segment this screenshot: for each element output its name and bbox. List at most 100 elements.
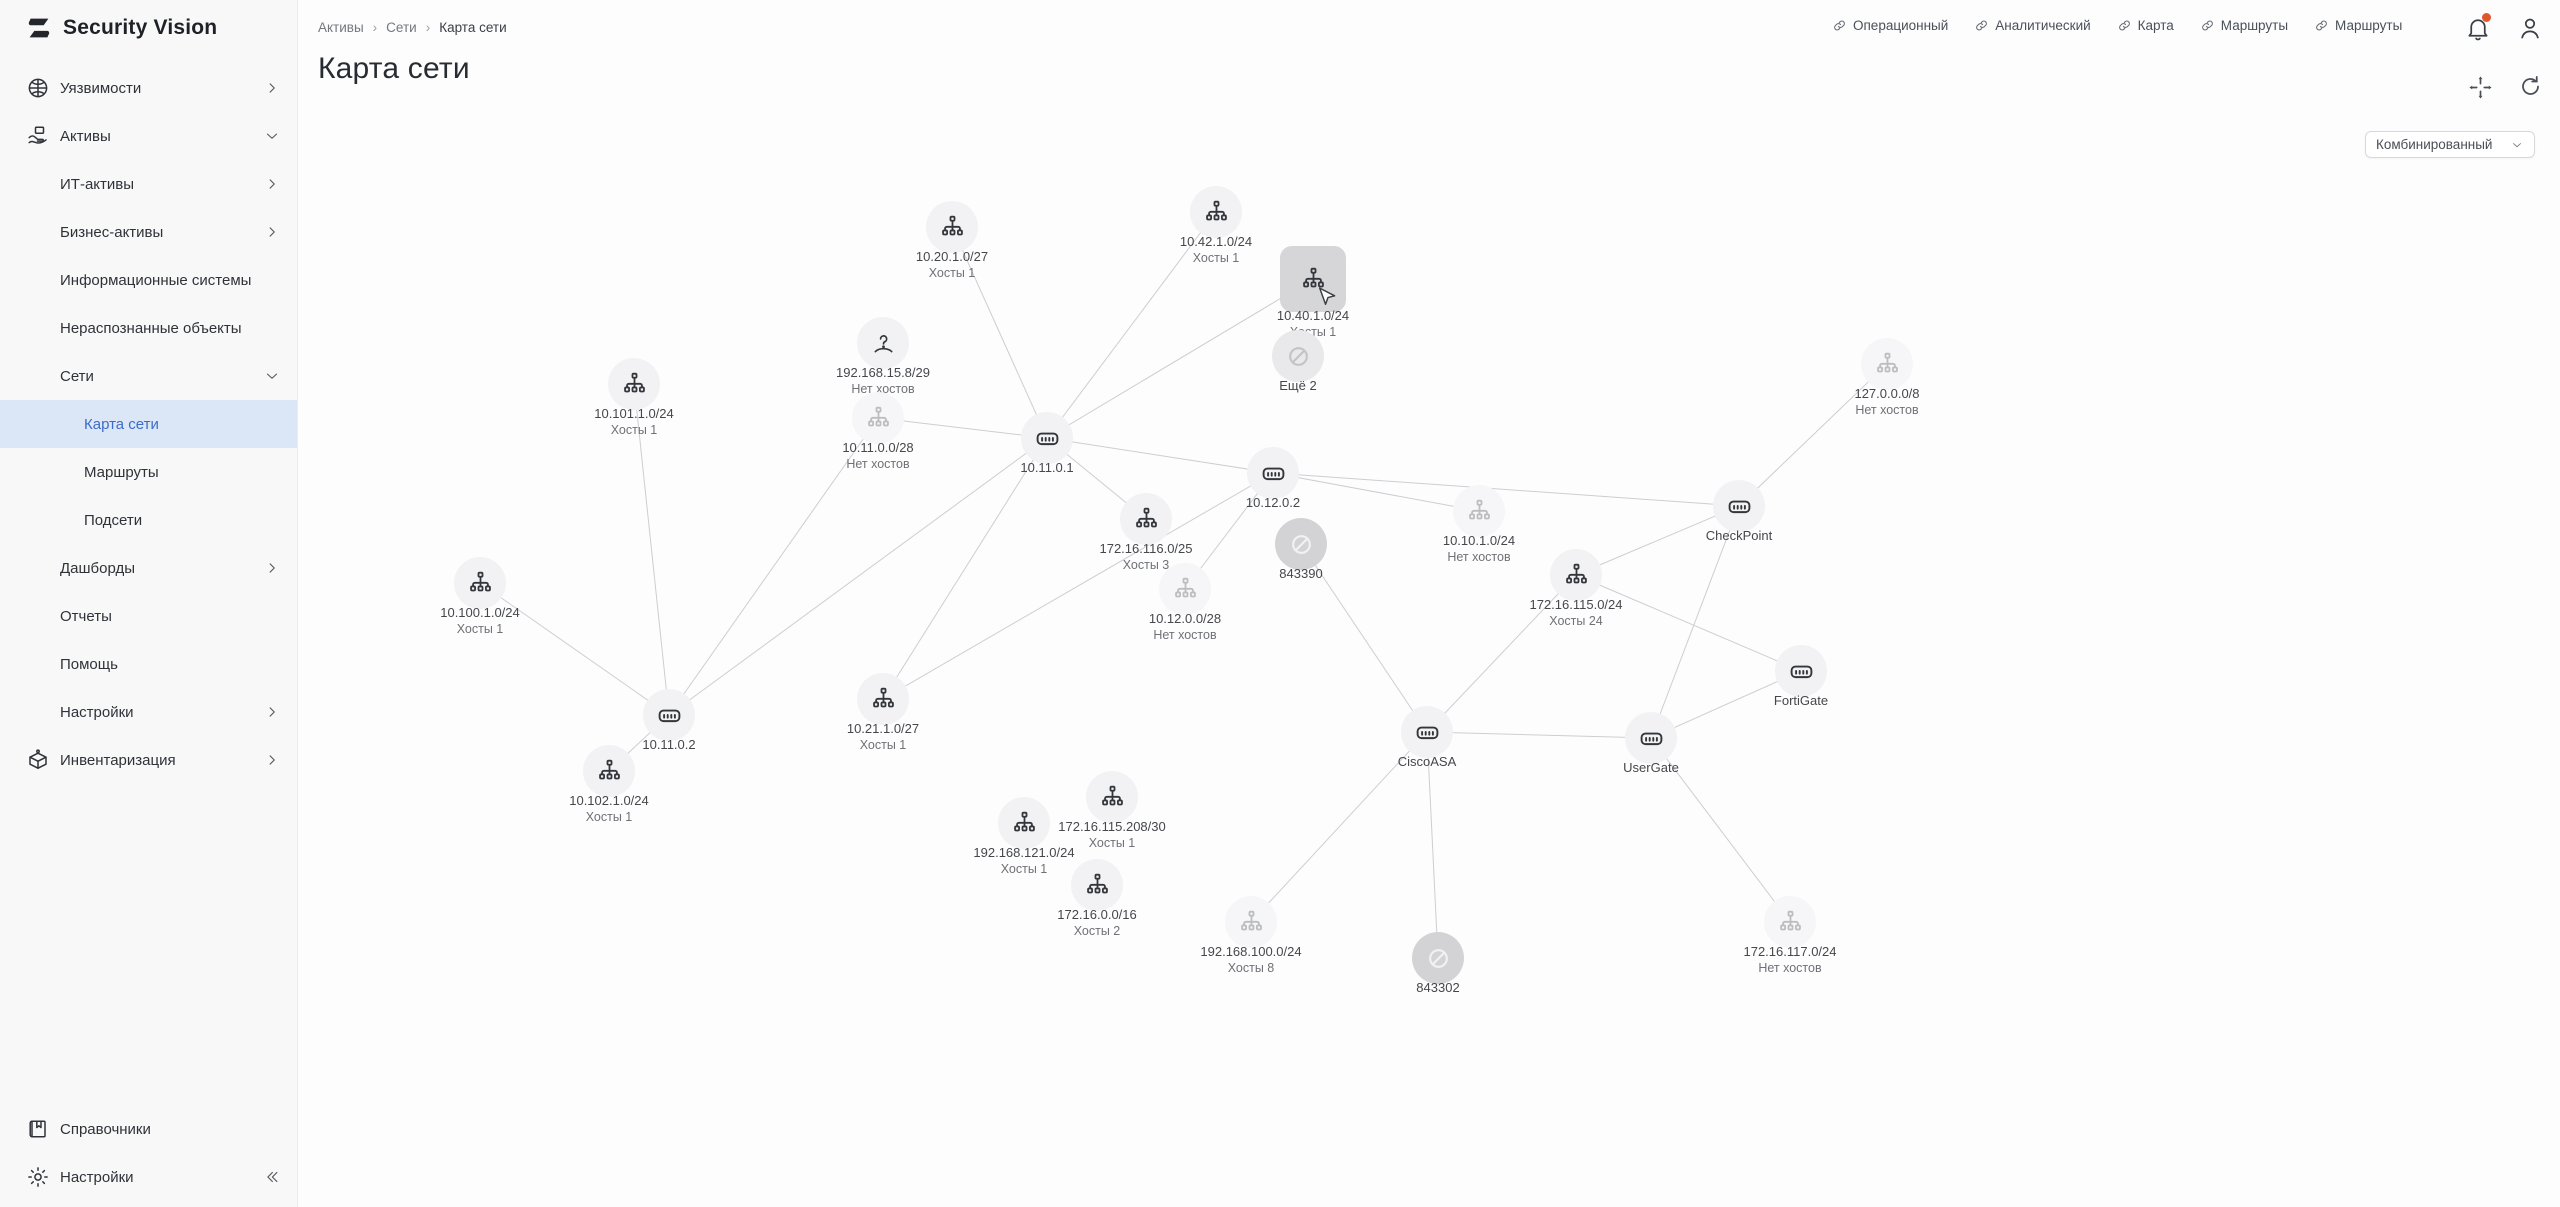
subnet-node-icon — [1086, 771, 1138, 823]
network-node[interactable]: 172.16.117.0/24 Нет хостов — [1680, 896, 1900, 976]
subnet-node-icon — [1071, 859, 1123, 911]
bell-icon — [2464, 14, 2492, 42]
sidebar-item-ит-активы[interactable]: ИТ-активы — [0, 160, 297, 208]
network-node[interactable]: CiscoASA — [1317, 706, 1537, 770]
chevron-down-icon — [263, 367, 281, 385]
view-mode-select[interactable]: Комбинированный — [2365, 131, 2535, 158]
network-node[interactable]: 172.16.115.208/30 Хосты 1 — [1002, 771, 1222, 851]
header-link[interactable]: Маршруты — [2200, 18, 2288, 33]
unknown-node-icon — [857, 317, 909, 369]
router-node-icon — [1713, 480, 1765, 532]
network-node[interactable]: 192.168.121.0/24 Хосты 1 — [914, 797, 1134, 877]
network-node[interactable]: 10.20.1.0/27 Хосты 1 — [842, 201, 1062, 281]
node-label: 172.16.0.0/16 Хосты 2 — [987, 907, 1207, 939]
network-node[interactable]: 172.16.115.0/24 Хосты 24 — [1466, 549, 1686, 629]
node-hosts-count: Нет хостов — [851, 382, 915, 396]
network-node[interactable]: 10.11.0.1 — [937, 412, 1157, 476]
breadcrumb-separator: › — [372, 20, 378, 35]
breadcrumb-item[interactable]: Активы — [318, 20, 364, 35]
node-title: 192.168.121.0/24 — [973, 845, 1075, 860]
app-logo[interactable]: Security Vision — [24, 13, 217, 43]
subnet-node-icon — [1550, 549, 1602, 601]
header-link[interactable]: Операционный — [1832, 18, 1948, 33]
network-node[interactable]: UserGate — [1541, 712, 1761, 776]
subnet-node-icon — [926, 201, 978, 253]
vulnerabilities-icon — [26, 76, 50, 100]
node-label: 10.20.1.0/27 Хосты 1 — [842, 249, 1062, 281]
router-node-icon — [1247, 447, 1299, 499]
sidebar-item-label: Активы — [60, 127, 111, 145]
sidebar-item-label: Подсети — [84, 511, 143, 529]
node-title: 172.16.117.0/24 — [1743, 944, 1837, 959]
sidebar-item-бизнес-активы[interactable]: Бизнес-активы — [0, 208, 297, 256]
header-link-label: Карта — [2137, 18, 2174, 33]
sidebar-item-карта-сети[interactable]: Карта сети — [0, 400, 297, 448]
sidebar-item-дашборды[interactable]: Дашборды — [0, 544, 297, 592]
sidebar-item-активы[interactable]: Активы — [0, 112, 297, 160]
header-link[interactable]: Маршруты — [2314, 18, 2402, 33]
sidebar-item-отчеты[interactable]: Отчеты — [0, 592, 297, 640]
network-node[interactable]: Ещё 2 — [1188, 330, 1408, 394]
user-menu-button[interactable] — [2516, 14, 2544, 42]
node-label: UserGate — [1541, 760, 1761, 776]
sidebar-item-справочники[interactable]: Справочники — [0, 1105, 297, 1153]
sidebar-item-label: Справочники — [60, 1120, 151, 1138]
logo-icon — [24, 13, 54, 43]
subnet-node-icon — [1120, 493, 1172, 545]
sidebar-item-информационные-системы[interactable]: Информационные системы — [0, 256, 297, 304]
network-node[interactable]: CheckPoint — [1629, 480, 1849, 544]
network-node[interactable]: 172.16.0.0/16 Хосты 2 — [987, 859, 1207, 939]
node-label: 10.102.1.0/24 Хосты 1 — [499, 793, 719, 825]
network-node[interactable]: 10.40.1.0/24 Хосты 1 — [1203, 246, 1423, 340]
group-node-icon — [1412, 932, 1464, 984]
sidebar-item-инвентаризация[interactable]: Инвентаризация — [0, 736, 297, 784]
breadcrumb-separator: › — [425, 20, 431, 35]
sidebar-item-настройки[interactable]: Настройки — [0, 1153, 297, 1201]
node-hosts-count: Хосты 1 — [585, 810, 633, 824]
sidebar-item-сети[interactable]: Сети — [0, 352, 297, 400]
sidebar-item-label: Маршруты — [84, 463, 159, 481]
subnet-node-icon — [608, 358, 660, 410]
pan-button[interactable] — [2467, 74, 2494, 101]
sidebar-item-label: Нераспознанные объекты — [60, 319, 242, 337]
node-title: 172.16.115.0/24 — [1529, 597, 1623, 612]
network-node[interactable]: 127.0.0.0/8 Нет хостов — [1777, 338, 1997, 418]
refresh-button[interactable] — [2518, 74, 2543, 99]
sidebar-item-настройки[interactable]: Настройки — [0, 688, 297, 736]
network-node[interactable]: 843302 — [1328, 932, 1548, 996]
sidebar-item-уязвимости[interactable]: Уязвимости — [0, 64, 297, 112]
network-node[interactable]: 10.101.1.0/24 Хосты 1 — [524, 358, 744, 438]
collapse-sidebar-button[interactable] — [263, 1168, 281, 1186]
breadcrumb-item: Карта сети — [439, 20, 507, 35]
network-node[interactable]: 192.168.15.8/29 Нет хостов — [773, 317, 993, 397]
notifications-button[interactable] — [2464, 13, 2492, 42]
sidebar-item-нераспознанные-объекты[interactable]: Нераспознанные объекты — [0, 304, 297, 352]
network-node[interactable]: 10.11.0.2 — [559, 689, 779, 753]
breadcrumb-item[interactable]: Сети — [386, 20, 417, 35]
sidebar: Security Vision Уязвимости Активы ИТ-актив… — [0, 0, 298, 1207]
node-label: 10.100.1.0/24 Хосты 1 — [370, 605, 590, 637]
chevron-right-icon — [263, 559, 281, 577]
network-node[interactable]: 10.12.0.0/28 Нет хостов — [1075, 563, 1295, 643]
header-link[interactable]: Карта — [2117, 18, 2174, 33]
gear-icon — [26, 1165, 50, 1189]
sidebar-item-помощь[interactable]: Помощь — [0, 640, 297, 688]
subnet-node-icon — [852, 392, 904, 444]
inventory-icon — [26, 748, 50, 772]
header-link[interactable]: Аналитический — [1974, 18, 2091, 33]
node-label: 172.16.115.0/24 Хосты 24 — [1466, 597, 1686, 629]
network-node[interactable]: 10.102.1.0/24 Хосты 1 — [499, 745, 719, 825]
subnet-node-icon — [1764, 896, 1816, 948]
sidebar-item-label: Настройки — [60, 1168, 134, 1186]
sidebar-bottom: Справочники Настройки — [0, 1105, 297, 1201]
network-node[interactable]: FortiGate — [1691, 645, 1911, 709]
node-hosts-count: Нет хостов — [1153, 628, 1217, 642]
network-node[interactable]: 10.100.1.0/24 Хосты 1 — [370, 557, 590, 637]
sidebar-item-маршруты[interactable]: Маршруты — [0, 448, 297, 496]
sidebar-item-подсети[interactable]: Подсети — [0, 496, 297, 544]
node-label: 192.168.100.0/24 Хосты 8 — [1141, 944, 1361, 976]
network-node[interactable]: 10.21.1.0/27 Хосты 1 — [773, 673, 993, 753]
chevron-right-icon — [263, 703, 281, 721]
chevron-right-icon — [263, 223, 281, 241]
